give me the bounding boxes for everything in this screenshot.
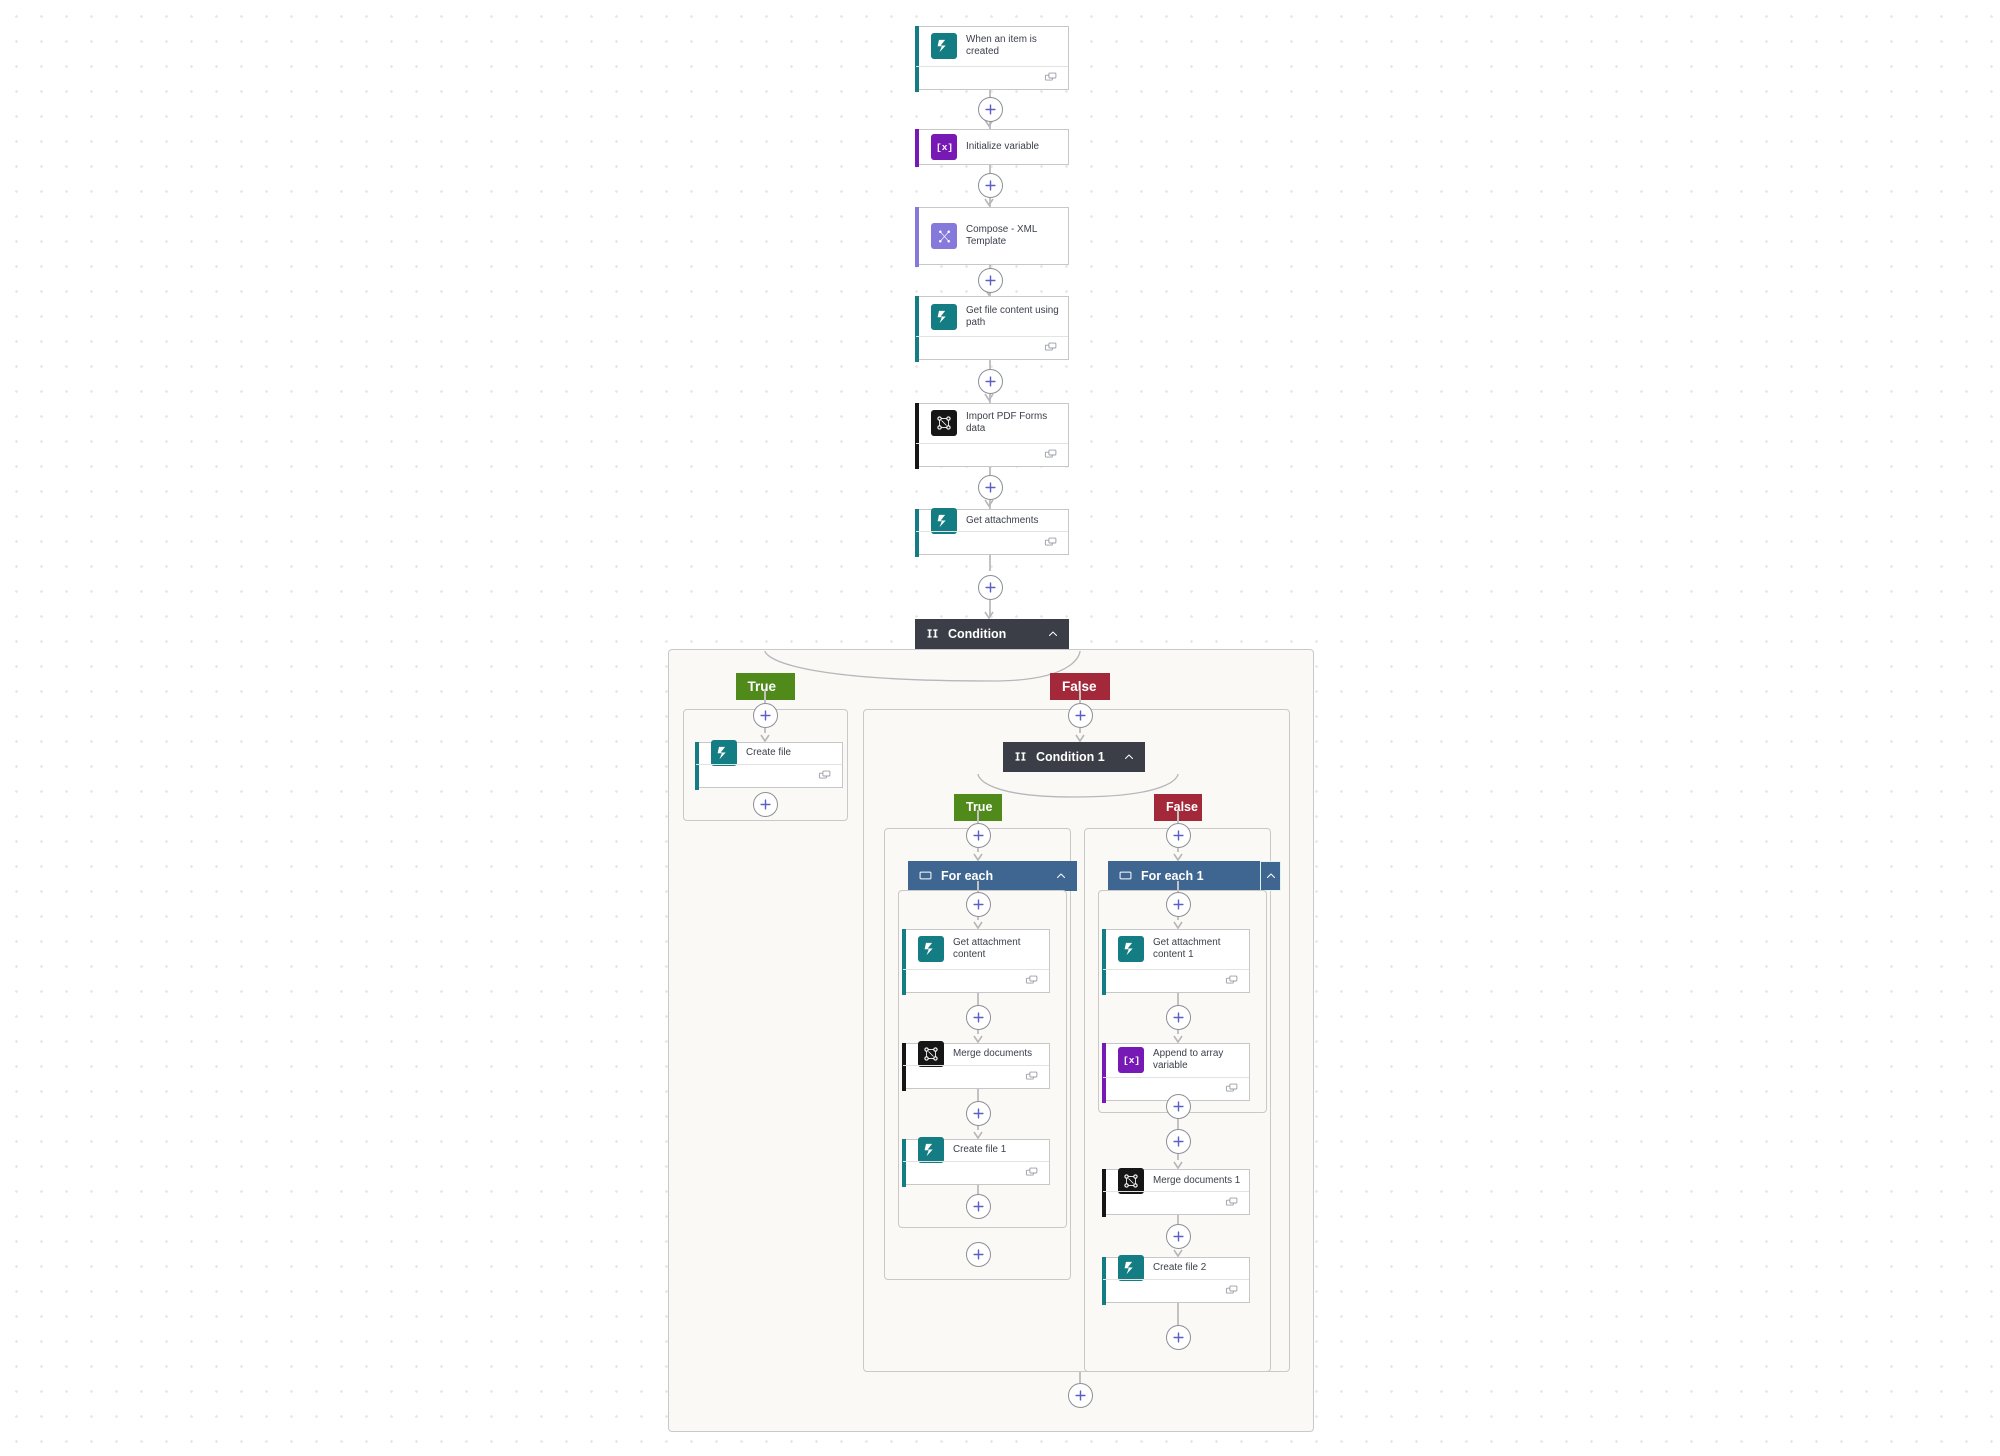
svg-text:[x]: [x] — [936, 142, 953, 153]
svg-text:[x]: [x] — [1123, 1055, 1140, 1066]
